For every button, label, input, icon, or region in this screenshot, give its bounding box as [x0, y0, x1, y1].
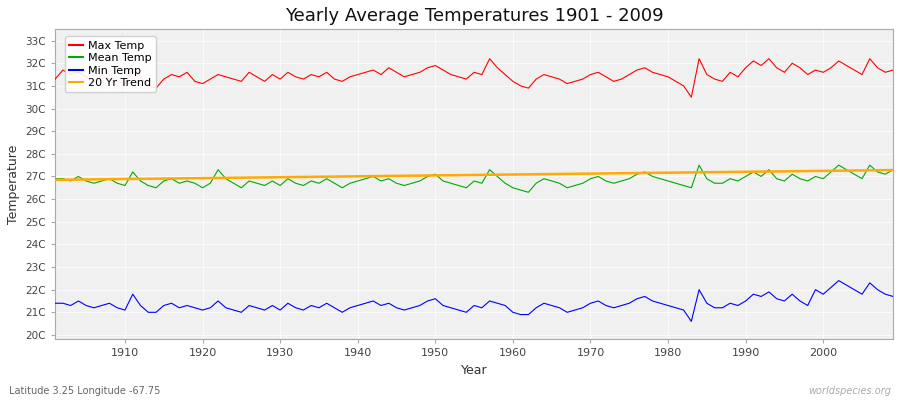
- Text: worldspecies.org: worldspecies.org: [808, 386, 891, 396]
- X-axis label: Year: Year: [461, 364, 488, 377]
- Title: Yearly Average Temperatures 1901 - 2009: Yearly Average Temperatures 1901 - 2009: [284, 7, 663, 25]
- Text: Latitude 3.25 Longitude -67.75: Latitude 3.25 Longitude -67.75: [9, 386, 160, 396]
- Legend: Max Temp, Mean Temp, Min Temp, 20 Yr Trend: Max Temp, Mean Temp, Min Temp, 20 Yr Tre…: [65, 36, 157, 92]
- Y-axis label: Temperature: Temperature: [7, 145, 20, 224]
